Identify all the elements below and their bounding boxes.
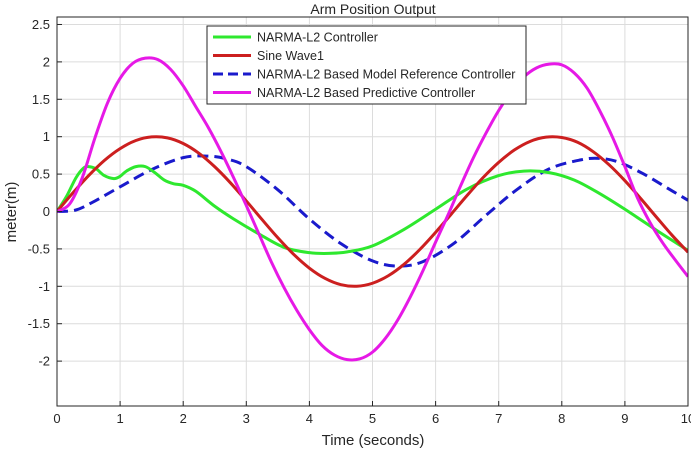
x-tick-label: 10 (681, 411, 691, 426)
x-axis-label: Time (seconds) (322, 432, 425, 449)
legend-label: NARMA-L2 Controller (257, 31, 378, 45)
y-tick-label: 2 (43, 54, 50, 69)
legend-label: NARMA-L2 Based Model Reference Controlle… (257, 68, 515, 82)
chart-title: Arm Position Output (310, 1, 435, 17)
x-tick-label: 3 (243, 411, 250, 426)
legend-box (206, 25, 527, 105)
y-tick-label: -1 (38, 279, 50, 294)
legend-label: NARMA-L2 Based Predictive Controller (257, 86, 475, 100)
x-tick-label: 5 (369, 411, 376, 426)
y-tick-label: -0.5 (28, 241, 50, 256)
y-axis-ticks: 2.5 2 1.5 1 0.5 0 -0.5 -1 -1.5 -2 (28, 17, 62, 369)
y-tick-label: 0 (43, 204, 50, 219)
y-tick-label: 1.5 (32, 92, 50, 107)
x-tick-label: 9 (621, 411, 628, 426)
y-axis-label: meter(m) (3, 182, 20, 243)
series-line-2 (57, 135, 688, 288)
legend-label: Sine Wave1 (257, 49, 324, 63)
x-tick-label: 0 (53, 411, 60, 426)
series-line-1 (57, 164, 688, 255)
y-tick-label: -2 (38, 354, 50, 369)
series-line-4 (57, 56, 688, 362)
series-group (57, 56, 688, 362)
y-tick-label: 0.5 (32, 167, 50, 182)
y-tick-label: 1 (43, 129, 50, 144)
x-tick-label: 4 (306, 411, 313, 426)
x-tick-label: 2 (180, 411, 187, 426)
legend: NARMA-L2 Controller Sine Wave1 NARMA-L2 Ba… (206, 25, 527, 105)
y-tick-label: -1.5 (28, 316, 50, 331)
x-tick-label: 8 (558, 411, 565, 426)
x-axis-ticks: 0 1 2 3 4 5 6 7 8 9 10 (53, 401, 691, 426)
y-tick-label: 2.5 (32, 17, 50, 32)
x-tick-label: 1 (116, 411, 123, 426)
x-tick-label: 7 (495, 411, 502, 426)
x-tick-label: 6 (432, 411, 439, 426)
